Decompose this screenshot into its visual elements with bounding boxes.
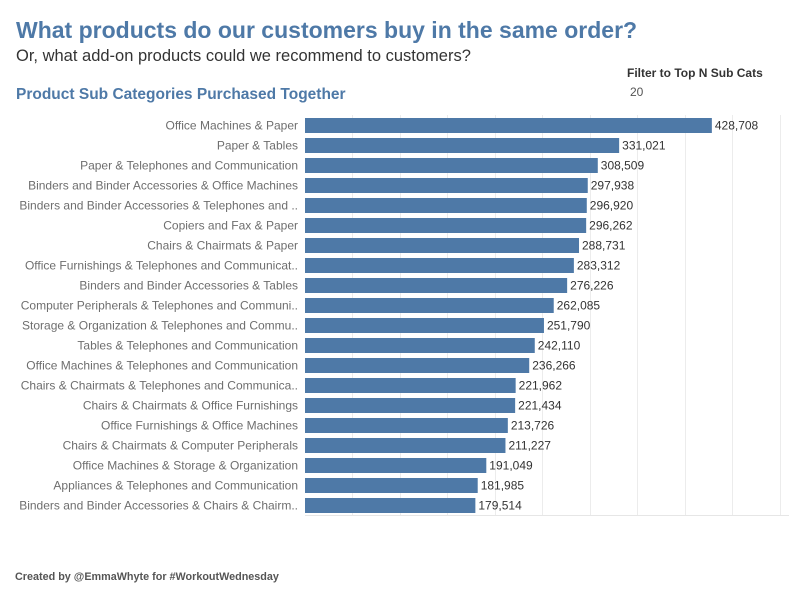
category-label: Binders and Binder Accessories & Chairs … [19, 499, 298, 513]
bars [305, 118, 712, 513]
value-label: 181,985 [481, 479, 525, 493]
bar[interactable] [305, 158, 598, 173]
gridlines [305, 115, 789, 516]
value-label: 179,514 [478, 499, 522, 513]
value-label: 236,266 [532, 359, 576, 373]
category-label: Office Machines & Storage & Organization [73, 459, 298, 473]
category-label: Binders and Binder Accessories & Tables [79, 279, 298, 293]
bar[interactable] [305, 218, 587, 233]
category-label: Chairs & Chairmats & Office Furnishings [83, 399, 298, 413]
bar[interactable] [305, 498, 476, 513]
value-label: 331,021 [622, 139, 666, 153]
category-label: Appliances & Telephones and Communicatio… [53, 479, 298, 493]
bar[interactable] [305, 318, 544, 333]
category-label: Office Furnishings & Telephones and Comm… [25, 259, 298, 273]
dashboard-subtitle: Or, what add-on products could we recomm… [16, 47, 471, 65]
category-label: Office Machines & Paper [165, 119, 298, 133]
bar[interactable] [305, 118, 712, 133]
value-label: 428,708 [715, 119, 759, 133]
bar[interactable] [305, 438, 506, 453]
bar[interactable] [305, 258, 574, 273]
value-label: 297,938 [591, 179, 635, 193]
bar[interactable] [305, 458, 487, 473]
bar[interactable] [305, 238, 580, 253]
filter-top-n-label: Filter to Top N Sub Cats [627, 66, 763, 80]
bar[interactable] [305, 198, 587, 213]
category-label: Office Furnishings & Office Machines [101, 419, 298, 433]
value-label: 191,049 [489, 459, 533, 473]
category-label: Storage & Organization & Telephones and … [22, 319, 298, 333]
category-label: Computer Peripherals & Telephones and Co… [21, 299, 298, 313]
bar[interactable] [305, 478, 478, 493]
value-label: 296,920 [590, 199, 634, 213]
category-label: Chairs & Chairmats & Computer Peripheral… [63, 439, 298, 453]
category-label: Tables & Telephones and Communication [77, 339, 298, 353]
value-label: 283,312 [577, 259, 621, 273]
value-label: 213,726 [511, 419, 555, 433]
footer-credit: Created by @EmmaWhyte for #WorkoutWednes… [15, 571, 279, 583]
category-label: Binders and Binder Accessories & Office … [28, 179, 298, 193]
bar[interactable] [305, 298, 554, 313]
category-label: Copiers and Fax & Paper [163, 219, 298, 233]
value-label: 242,110 [538, 339, 581, 353]
bar[interactable] [305, 338, 535, 353]
value-label: 308,509 [601, 159, 645, 173]
value-label: 276,226 [570, 279, 614, 293]
bar[interactable] [305, 398, 516, 413]
category-label: Chairs & Chairmats & Telephones and Comm… [21, 379, 298, 393]
value-label: 221,434 [518, 399, 562, 413]
value-label: 211,227 [508, 439, 551, 453]
bar[interactable] [305, 278, 568, 293]
category-label: Chairs & Chairmats & Paper [147, 239, 298, 253]
bar[interactable] [305, 138, 620, 153]
value-label: 288,731 [582, 239, 626, 253]
dashboard-title: What products do our customers buy in th… [16, 17, 638, 43]
category-axis-labels: Office Machines & Paper Paper & Tables Pap… [19, 119, 298, 513]
chart-title: Product Sub Categories Purchased Togethe… [16, 86, 346, 103]
category-label: Binders and Binder Accessories & Telepho… [19, 199, 298, 213]
filter-top-n-input[interactable]: 20 [630, 85, 644, 99]
bar[interactable] [305, 418, 508, 433]
bar[interactable] [305, 358, 530, 373]
value-label: 262,085 [557, 299, 601, 313]
category-label: Paper & Telephones and Communication [80, 159, 298, 173]
category-label: Paper & Tables [217, 139, 298, 153]
bar[interactable] [305, 378, 516, 393]
value-label: 251,790 [547, 319, 591, 333]
value-labels: 428,708 331,021 308,509 297,938 296,920 296,2… [478, 119, 758, 513]
bar[interactable] [305, 178, 588, 193]
category-label: Office Machines & Telephones and Communi… [26, 359, 298, 373]
value-label: 296,262 [589, 219, 633, 233]
value-label: 221,962 [519, 379, 563, 393]
bar-chart: Office Machines & Paper Paper & Tables Pap… [19, 115, 789, 516]
